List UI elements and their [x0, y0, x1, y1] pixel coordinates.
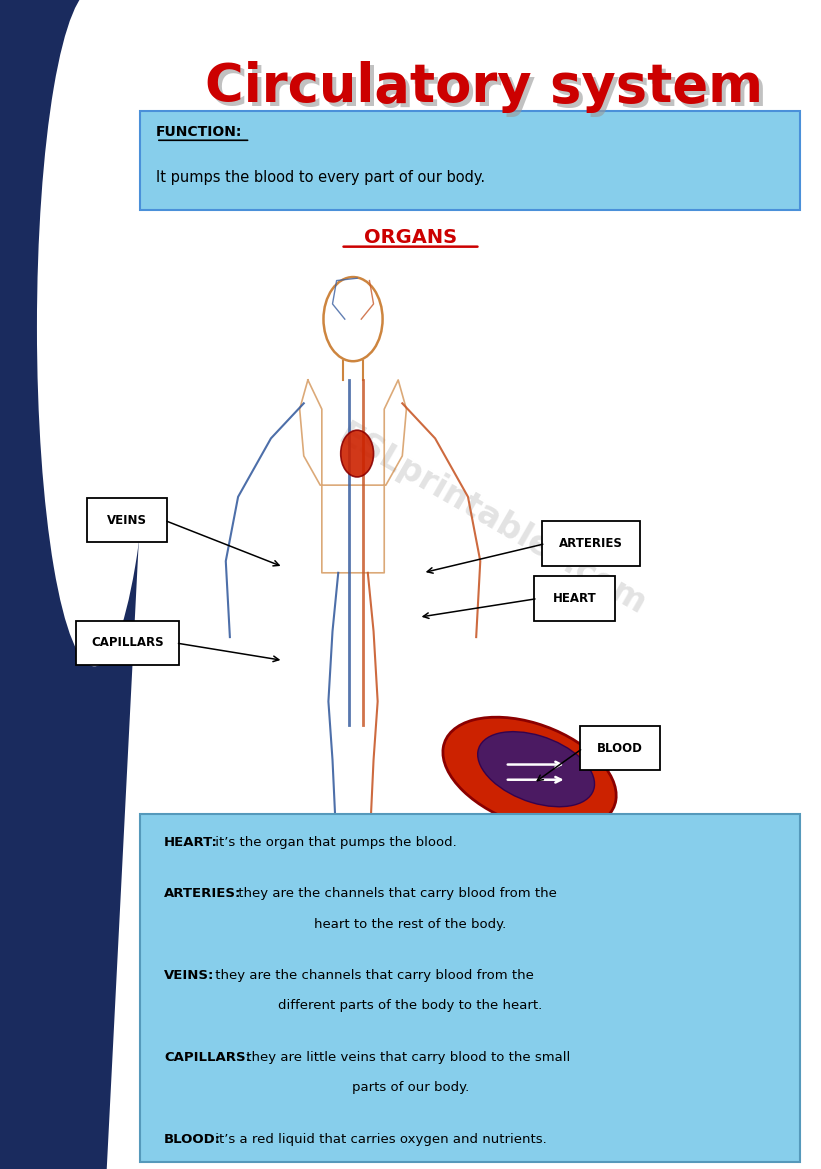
FancyBboxPatch shape — [76, 621, 179, 665]
Text: ARTERIES:: ARTERIES: — [164, 887, 241, 900]
Polygon shape — [0, 0, 140, 1169]
Text: Circulatory system: Circulatory system — [205, 61, 764, 112]
Text: they are the channels that carry blood from the: they are the channels that carry blood f… — [235, 887, 557, 900]
Text: heart to the rest of the body.: heart to the rest of the body. — [314, 918, 507, 931]
FancyBboxPatch shape — [543, 521, 640, 566]
Text: they are the channels that carry blood from the: they are the channels that carry blood f… — [211, 969, 534, 982]
Text: it’s the organ that pumps the blood.: it’s the organ that pumps the blood. — [211, 836, 456, 849]
Text: it’s a red liquid that carries oxygen and nutrients.: it’s a red liquid that carries oxygen an… — [211, 1133, 547, 1146]
Text: HEART: HEART — [553, 592, 597, 606]
Ellipse shape — [443, 718, 617, 830]
Text: FUNCTION:: FUNCTION: — [156, 125, 242, 139]
FancyBboxPatch shape — [580, 726, 660, 770]
Text: parts of our body.: parts of our body. — [352, 1081, 469, 1094]
Text: ARTERIES: ARTERIES — [559, 537, 623, 551]
Text: It pumps the blood to every part of our body.: It pumps the blood to every part of our … — [156, 171, 485, 185]
FancyBboxPatch shape — [87, 498, 167, 542]
Text: HEART:: HEART: — [164, 836, 218, 849]
Text: Circulatory system: Circulatory system — [209, 65, 768, 117]
Text: they are little veins that carry blood to the small: they are little veins that carry blood t… — [242, 1051, 571, 1064]
Text: BLOOD: BLOOD — [597, 741, 643, 755]
Text: BLOOD:: BLOOD: — [164, 1133, 222, 1146]
FancyBboxPatch shape — [140, 111, 800, 210]
Text: VEINS: VEINS — [108, 513, 147, 527]
Text: VEINS:: VEINS: — [164, 969, 214, 982]
Text: ESLprintables.com: ESLprintables.com — [333, 419, 653, 622]
Text: CAPILLARS: CAPILLARS — [91, 636, 163, 650]
Ellipse shape — [37, 0, 152, 666]
Text: ORGANS: ORGANS — [364, 228, 457, 247]
Circle shape — [341, 430, 374, 477]
Ellipse shape — [478, 732, 594, 807]
Text: CAPILLARS:: CAPILLARS: — [164, 1051, 251, 1064]
Text: different parts of the body to the heart.: different parts of the body to the heart… — [278, 999, 543, 1012]
FancyBboxPatch shape — [534, 576, 615, 621]
FancyBboxPatch shape — [140, 814, 800, 1162]
